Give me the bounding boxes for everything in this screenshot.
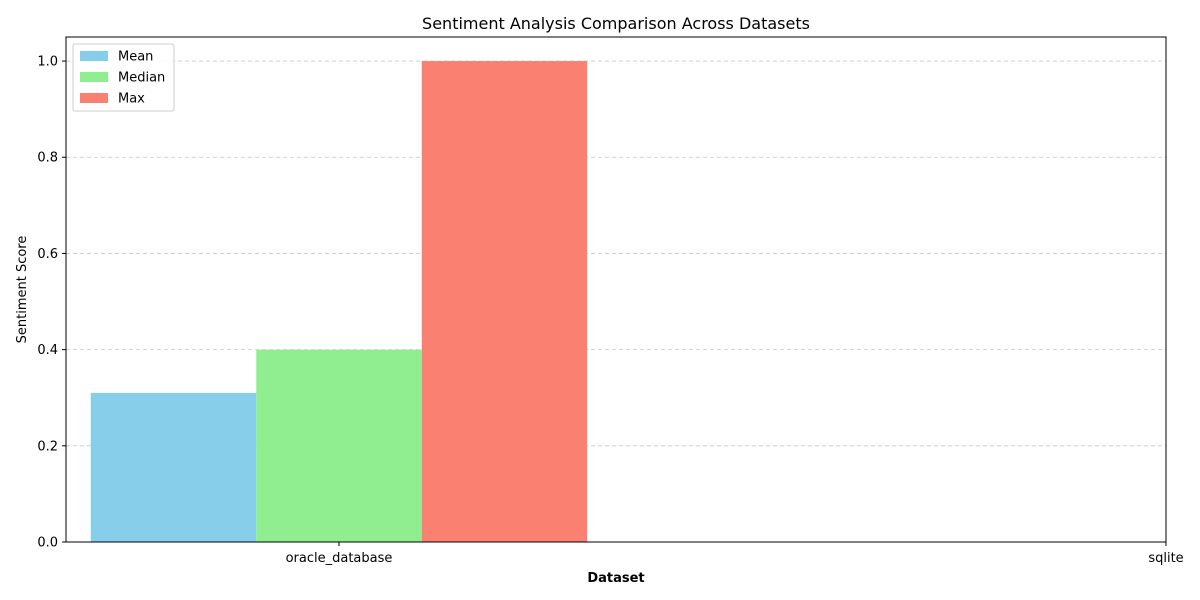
y-axis-ticks: 0.0 0.2 0.4 0.6 0.8 1.0 <box>37 55 66 551</box>
y-tick-label: 0.0 <box>37 536 58 551</box>
grid-lines <box>66 60 1166 447</box>
y-tick-label: 0.2 <box>37 439 58 454</box>
bar-mean-oracle-database <box>90 392 257 542</box>
x-axis-ticks: oracle_database sqlite <box>286 542 1184 566</box>
y-tick-label: 0.8 <box>37 151 58 166</box>
y-axis-label: Sentiment Score <box>15 236 30 344</box>
chart-title: Sentiment Analysis Comparison Across Dat… <box>422 14 810 33</box>
legend-swatch-mean <box>80 51 108 61</box>
legend-swatch-max <box>80 93 108 103</box>
plot-frame <box>65 36 1167 543</box>
x-axis-label: Dataset <box>587 571 644 586</box>
bar-median-oracle-database <box>256 349 422 542</box>
legend-label-median: Median <box>118 71 165 86</box>
y-tick-label: 0.6 <box>37 247 58 262</box>
x-tick-label: sqlite <box>1148 551 1183 566</box>
legend-label-max: Max <box>118 92 145 107</box>
bar-max-oracle-database <box>421 61 588 543</box>
y-tick-label: 0.4 <box>37 343 58 358</box>
legend-label-mean: Mean <box>118 50 153 65</box>
legend-swatch-median <box>80 72 108 82</box>
bars <box>90 61 588 543</box>
x-tick-label: oracle_database <box>286 551 393 566</box>
legend: Mean Median Max <box>72 43 175 112</box>
y-tick-label: 1.0 <box>37 55 58 70</box>
